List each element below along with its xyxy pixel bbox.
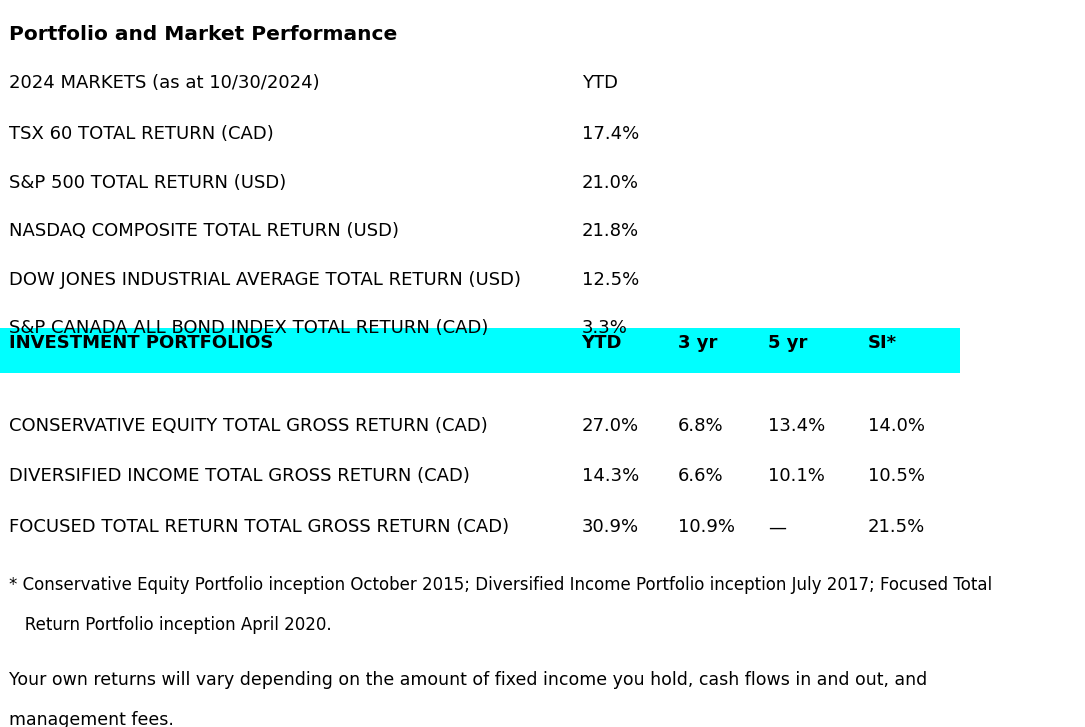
Text: 21.5%: 21.5% — [868, 518, 926, 537]
Text: 10.5%: 10.5% — [868, 467, 926, 486]
Text: —: — — [768, 518, 787, 537]
Text: 14.3%: 14.3% — [582, 467, 639, 486]
Text: 10.9%: 10.9% — [678, 518, 736, 537]
Text: 12.5%: 12.5% — [582, 270, 639, 289]
Text: 10.1%: 10.1% — [768, 467, 825, 486]
Text: YTD: YTD — [582, 74, 617, 92]
Text: 14.0%: 14.0% — [868, 417, 926, 435]
Text: Portfolio and Market Performance: Portfolio and Market Performance — [9, 25, 397, 44]
Text: 6.8%: 6.8% — [678, 417, 724, 435]
Text: DOW JONES INDUSTRIAL AVERAGE TOTAL RETURN (USD): DOW JONES INDUSTRIAL AVERAGE TOTAL RETUR… — [9, 270, 521, 289]
Text: 2024 MARKETS (as at 10/30/2024): 2024 MARKETS (as at 10/30/2024) — [9, 74, 319, 92]
Text: 13.4%: 13.4% — [768, 417, 826, 435]
Text: 21.8%: 21.8% — [582, 222, 639, 240]
Text: SI*: SI* — [868, 334, 897, 352]
Text: TSX 60 TOTAL RETURN (CAD): TSX 60 TOTAL RETURN (CAD) — [9, 125, 273, 143]
Text: FOCUSED TOTAL RETURN TOTAL GROSS RETURN (CAD): FOCUSED TOTAL RETURN TOTAL GROSS RETURN … — [9, 518, 509, 537]
Bar — [0, 328, 960, 374]
Text: 17.4%: 17.4% — [582, 125, 639, 143]
Text: 5 yr: 5 yr — [768, 334, 807, 352]
Text: S&P CANADA ALL BOND INDEX TOTAL RETURN (CAD): S&P CANADA ALL BOND INDEX TOTAL RETURN (… — [9, 319, 488, 337]
Text: Your own returns will vary depending on the amount of fixed income you hold, cas: Your own returns will vary depending on … — [9, 672, 927, 689]
Text: CONSERVATIVE EQUITY TOTAL GROSS RETURN (CAD): CONSERVATIVE EQUITY TOTAL GROSS RETURN (… — [9, 417, 487, 435]
Text: 21.0%: 21.0% — [582, 174, 639, 191]
Text: Return Portfolio inception April 2020.: Return Portfolio inception April 2020. — [9, 616, 331, 634]
Text: DIVERSIFIED INCOME TOTAL GROSS RETURN (CAD): DIVERSIFIED INCOME TOTAL GROSS RETURN (C… — [9, 467, 470, 486]
Text: YTD: YTD — [582, 334, 622, 352]
Text: INVESTMENT PORTFOLIOS: INVESTMENT PORTFOLIOS — [9, 334, 273, 352]
Text: 3 yr: 3 yr — [678, 334, 717, 352]
Text: S&P 500 TOTAL RETURN (USD): S&P 500 TOTAL RETURN (USD) — [9, 174, 286, 191]
Text: 30.9%: 30.9% — [582, 518, 639, 537]
Text: 27.0%: 27.0% — [582, 417, 639, 435]
Text: 3.3%: 3.3% — [582, 319, 627, 337]
Text: * Conservative Equity Portfolio inception October 2015; Diversified Income Portf: * Conservative Equity Portfolio inceptio… — [9, 577, 992, 595]
Text: NASDAQ COMPOSITE TOTAL RETURN (USD): NASDAQ COMPOSITE TOTAL RETURN (USD) — [9, 222, 398, 240]
Text: management fees.: management fees. — [9, 711, 174, 727]
Text: 6.6%: 6.6% — [678, 467, 724, 486]
